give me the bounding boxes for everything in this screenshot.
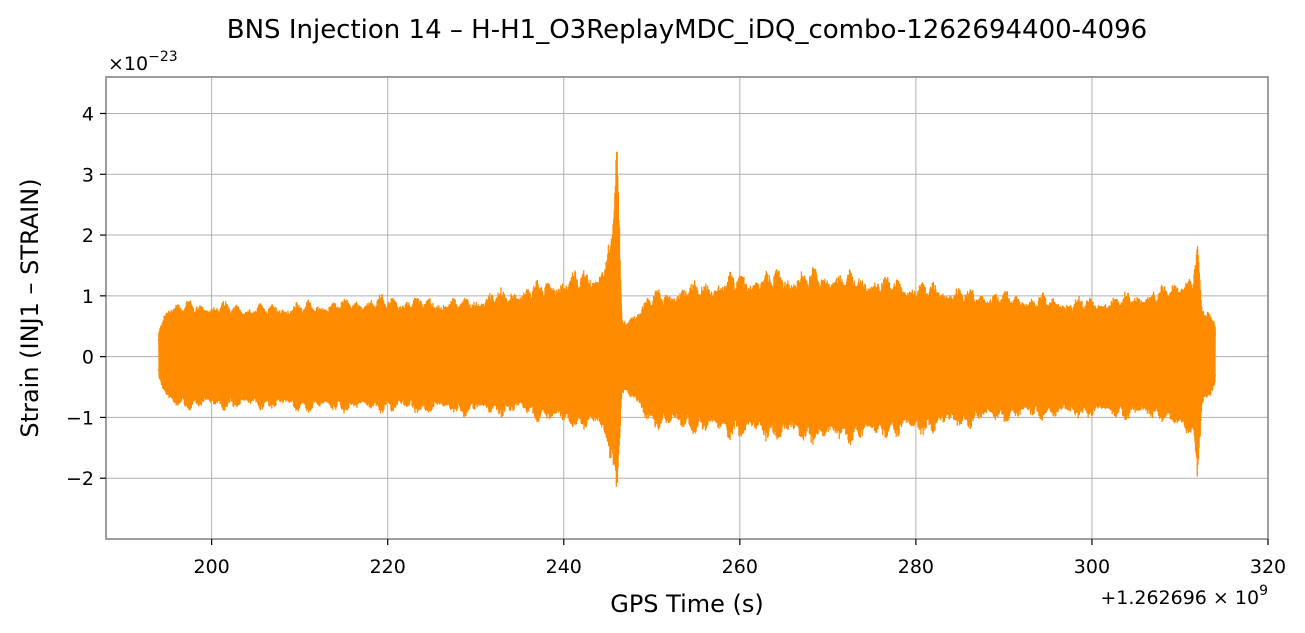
strain-series-band bbox=[157, 201, 1217, 454]
y-tick-label: 0 bbox=[82, 347, 94, 369]
x-axis-title: GPS Time (s) bbox=[610, 590, 764, 618]
y-scale-exponent: −23 bbox=[148, 49, 178, 65]
y-tick-label: −1 bbox=[66, 407, 94, 429]
y-tick-label: −2 bbox=[66, 468, 94, 490]
x-tick-label: 280 bbox=[898, 556, 934, 578]
x-tick-label: 300 bbox=[1074, 556, 1110, 578]
y-scale-multiplier: ×10−23 bbox=[108, 49, 178, 75]
series-layer bbox=[157, 151, 1217, 487]
y-tick-label: 4 bbox=[82, 103, 94, 125]
x-tick-label: 240 bbox=[546, 556, 582, 578]
x-offset-exponent: 9 bbox=[1259, 583, 1268, 599]
y-tick-label: 3 bbox=[82, 164, 94, 186]
y-scale-label: ×10 bbox=[108, 53, 148, 75]
x-axis: 200 220 240 260 280 300 320 bbox=[194, 539, 1286, 578]
x-offset-base: +1.262696 × 10 bbox=[1100, 587, 1259, 609]
x-tick-label: 260 bbox=[722, 556, 758, 578]
strain-series-line bbox=[158, 151, 1216, 487]
plot-frame bbox=[105, 76, 1269, 540]
x-tick-label: 320 bbox=[1250, 556, 1286, 578]
y-tick-label: 1 bbox=[82, 286, 94, 308]
x-offset-label: +1.262696 × 109 bbox=[1100, 583, 1268, 609]
x-tick-label: 200 bbox=[194, 556, 230, 578]
x-tick-label: 220 bbox=[370, 556, 406, 578]
y-tick-label: 2 bbox=[82, 225, 94, 247]
y-axis: −2 −1 0 1 2 3 4 bbox=[66, 103, 106, 490]
strain-series-core bbox=[158, 227, 1216, 438]
chart-title: BNS Injection 14 – H-H1_O3ReplayMDC_iDQ_… bbox=[227, 15, 1147, 45]
y-axis-title: Strain (INJ1 – STRAIN) bbox=[16, 178, 44, 437]
